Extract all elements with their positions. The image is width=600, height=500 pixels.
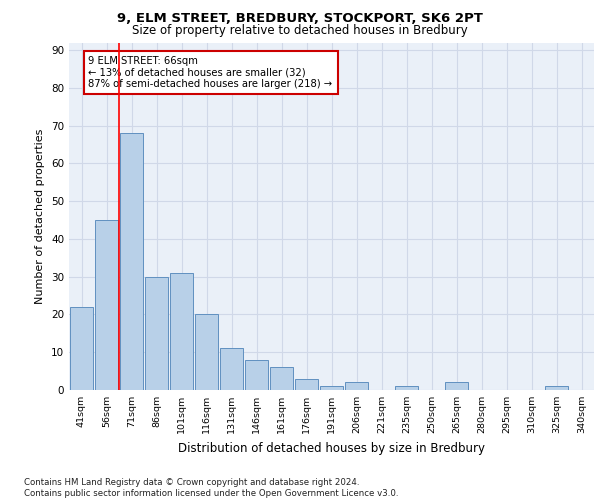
Text: Size of property relative to detached houses in Bredbury: Size of property relative to detached ho… (132, 24, 468, 37)
Bar (270, 368, 293, 390)
Bar (545, 386, 568, 390)
Bar (295, 378, 318, 390)
Bar (145, 276, 168, 390)
Bar (445, 382, 468, 390)
Bar (320, 386, 343, 390)
Bar (70, 307, 93, 390)
Bar (245, 360, 268, 390)
Text: Contains HM Land Registry data © Crown copyright and database right 2024.
Contai: Contains HM Land Registry data © Crown c… (24, 478, 398, 498)
Text: 9, ELM STREET, BREDBURY, STOCKPORT, SK6 2PT: 9, ELM STREET, BREDBURY, STOCKPORT, SK6 … (117, 12, 483, 26)
Bar (395, 386, 418, 390)
X-axis label: Distribution of detached houses by size in Bredbury: Distribution of detached houses by size … (178, 442, 485, 454)
Bar (120, 133, 143, 390)
Bar (170, 273, 193, 390)
Bar (195, 314, 218, 390)
Bar (345, 382, 368, 390)
Y-axis label: Number of detached properties: Number of detached properties (35, 128, 46, 304)
Text: 9 ELM STREET: 66sqm
← 13% of detached houses are smaller (32)
87% of semi-detach: 9 ELM STREET: 66sqm ← 13% of detached ho… (89, 56, 332, 89)
Bar (95, 220, 118, 390)
Bar (220, 348, 243, 390)
